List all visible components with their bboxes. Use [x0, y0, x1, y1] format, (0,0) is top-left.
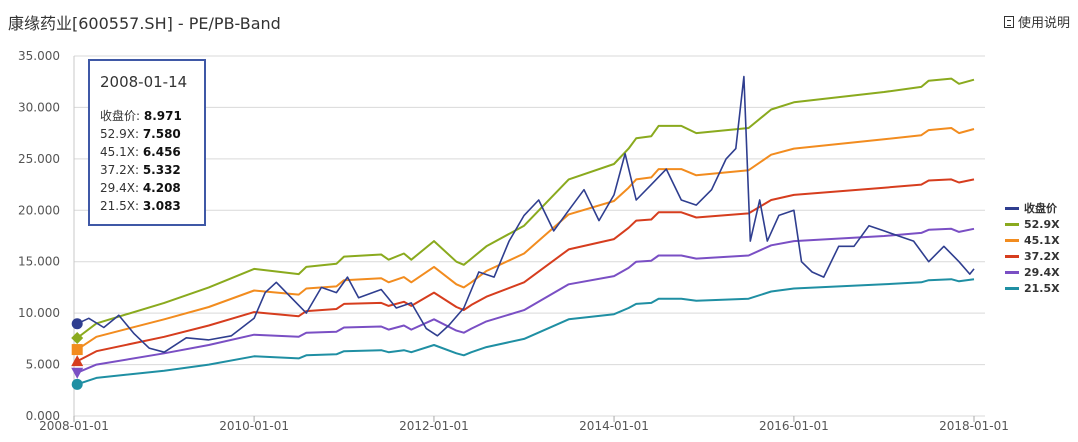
tooltip-date: 2008-01-14	[100, 73, 188, 91]
legend-swatch	[1005, 206, 1019, 210]
legend-label: 52.9X	[1024, 217, 1060, 231]
tooltip-row-52-9x: 52.9X: 7.580	[100, 127, 181, 141]
series-marker-3	[71, 355, 84, 367]
manual-link[interactable]: 使用说明	[1003, 12, 1070, 31]
series-marker-1	[71, 332, 84, 345]
x-tick-label: 2016-01-01	[759, 419, 829, 433]
legend-item-4[interactable]: 29.4X	[1005, 264, 1060, 280]
y-tick-label: 25.000	[18, 152, 60, 166]
legend-item-0[interactable]: 收盘价	[1005, 200, 1060, 216]
series-line-4	[76, 227, 975, 374]
series-line-5	[76, 278, 975, 386]
y-tick-label: 35.000	[18, 49, 60, 63]
grid-lines	[74, 55, 985, 417]
series-lines	[76, 75, 975, 386]
tooltip-row-21-5x: 21.5X: 3.083	[100, 199, 181, 213]
legend-label: 37.2X	[1024, 249, 1060, 263]
x-tick-label: 2012-01-01	[399, 419, 469, 433]
x-tick-label: 2014-01-01	[579, 419, 649, 433]
x-tick-label: 2018-01-01	[939, 419, 1009, 433]
y-tick-label: 10.000	[18, 306, 60, 320]
tooltip-row-close: 收盘价: 8.971	[100, 109, 182, 123]
legend-item-5[interactable]: 21.5X	[1005, 280, 1060, 296]
series-markers	[71, 318, 84, 390]
tooltip: 2008-01-14 收盘价: 8.971 52.9X: 7.580 45.1X…	[88, 59, 206, 226]
tooltip-row-45-1x: 45.1X: 6.456	[100, 145, 181, 159]
series-line-2	[76, 127, 975, 351]
y-tick-label: 20.000	[18, 203, 60, 217]
y-tick-label: 0.000	[26, 409, 60, 423]
legend: 收盘价 52.9X 45.1X 37.2X 29.4X 21.5X	[1005, 200, 1060, 296]
legend-item-1[interactable]: 52.9X	[1005, 216, 1060, 232]
y-tick-label: 5.000	[26, 358, 60, 372]
legend-swatch	[1005, 222, 1019, 226]
tooltip-row-37-2x: 37.2X: 5.332	[100, 163, 181, 177]
legend-swatch	[1005, 238, 1019, 242]
tooltip-row-29-4x: 29.4X: 4.208	[100, 181, 181, 195]
series-line-0	[76, 75, 975, 354]
legend-swatch	[1005, 286, 1019, 290]
legend-swatch	[1005, 270, 1019, 274]
series-marker-0	[71, 318, 83, 330]
x-tick-label: 2008-01-01	[39, 419, 109, 433]
legend-item-3[interactable]: 37.2X	[1005, 248, 1060, 264]
series-line-3	[76, 178, 975, 363]
legend-label: 21.5X	[1024, 281, 1060, 295]
document-icon	[1003, 15, 1014, 28]
chart-title: 康缘药业[600557.SH] - PE/PB-Band	[8, 14, 281, 33]
series-marker-5	[71, 378, 83, 390]
x-axis: 2008-01-01 2010-01-01 2012-01-01 2014-01-01…	[39, 416, 1009, 433]
legend-label: 收盘价	[1024, 202, 1057, 215]
manual-label: 使用说明	[1017, 16, 1070, 31]
y-tick-label: 15.000	[18, 255, 60, 269]
legend-label: 45.1X	[1024, 233, 1060, 247]
x-tick-label: 2010-01-01	[219, 419, 289, 433]
series-marker-2	[71, 344, 83, 356]
legend-swatch	[1005, 254, 1019, 258]
y-axis: 0.000 5.000 10.000 15.000 20.000 25.000 30.000…	[18, 49, 75, 423]
legend-item-2[interactable]: 45.1X	[1005, 232, 1060, 248]
legend-label: 29.4X	[1024, 265, 1060, 279]
series-line-1	[76, 77, 975, 339]
series-marker-4	[71, 367, 84, 379]
y-tick-label: 30.000	[18, 100, 60, 114]
